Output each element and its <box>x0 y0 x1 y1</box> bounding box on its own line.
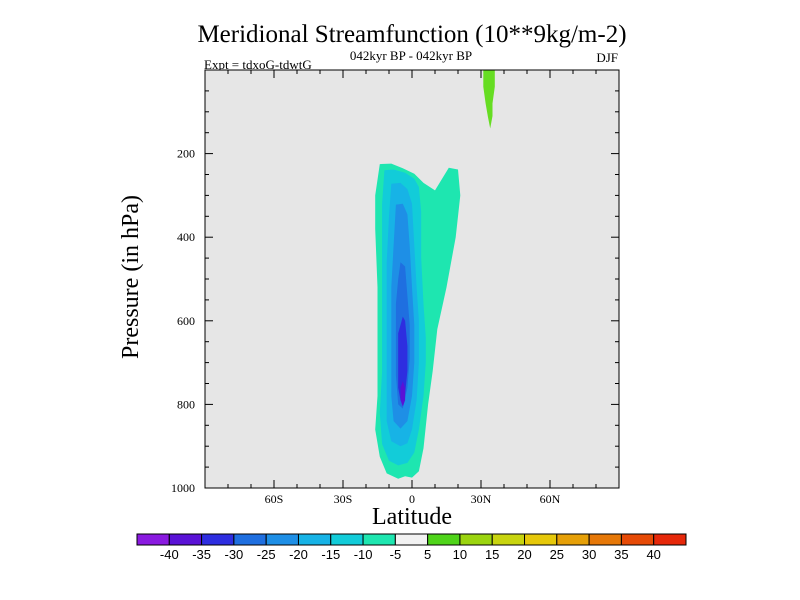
colorbar-label: 25 <box>550 547 564 562</box>
colorbar-label: -10 <box>354 547 373 562</box>
colorbar-label: -20 <box>289 547 308 562</box>
x-tick-label: 60N <box>540 492 561 506</box>
y-tick-label: 800 <box>177 397 195 411</box>
colorbar-label: 10 <box>453 547 467 562</box>
colorbar-label: 20 <box>517 547 531 562</box>
colorbar-label: 5 <box>424 547 431 562</box>
contour-region-5 <box>483 70 495 129</box>
axis-tick-labels: 60S 30S 0 30N 60N 200 400 600 800 1000 <box>171 147 561 506</box>
colorbar-swatch <box>168 533 203 546</box>
colorbar-swatch <box>588 533 622 546</box>
colorbar-swatch <box>362 533 396 546</box>
colorbar-label: -30 <box>225 547 244 562</box>
colorbar-swatch <box>233 533 267 546</box>
colorbar-swatch <box>394 533 429 546</box>
x-tick-label: 60S <box>265 492 284 506</box>
colorbar-label: 30 <box>582 547 596 562</box>
chart-subtitle: 042kyr BP - 042kyr BP <box>350 48 472 63</box>
chart-title: Meridional Streamfunction (10**9kg/m-2) <box>197 21 626 48</box>
y-axis-label: Pressure (in hPa) <box>118 195 144 359</box>
colorbar-label: -5 <box>390 547 402 562</box>
colorbar-swatch <box>491 533 526 546</box>
season-label: DJF <box>596 50 618 65</box>
colorbar-swatch <box>620 533 655 546</box>
contour-region-neg40 <box>400 381 406 407</box>
experiment-label: Expt = tdxoG-tdwtG <box>204 57 312 72</box>
colorbar-swatch <box>459 533 493 546</box>
y-tick-label: 1000 <box>171 481 195 495</box>
colorbar-label: 15 <box>485 547 499 562</box>
colorbar-swatch <box>427 533 461 546</box>
x-axis-label: Latitude <box>372 504 452 530</box>
colorbar-label: -15 <box>321 547 340 562</box>
colorbar-label: 35 <box>614 547 628 562</box>
colorbar: -40 -35 -30 -25 -20 -15 -10 -5 5 10 15 20 25 30 35 40 <box>136 533 687 562</box>
colorbar-swatch <box>297 533 332 546</box>
y-tick-label: 200 <box>177 147 195 161</box>
colorbar-label: -25 <box>257 547 276 562</box>
x-tick-label: 30S <box>334 492 353 506</box>
colorbar-swatch <box>330 533 364 546</box>
colorbar-swatch <box>201 533 235 546</box>
colorbar-swatch <box>524 533 558 546</box>
colorbar-swatch <box>556 533 590 546</box>
y-tick-label: 400 <box>177 230 195 244</box>
x-tick-label: 30N <box>471 492 492 506</box>
contour-regions <box>375 70 495 479</box>
colorbar-label: -35 <box>192 547 211 562</box>
colorbar-label: 40 <box>646 547 660 562</box>
y-tick-label: 600 <box>177 314 195 328</box>
axis-ticks <box>205 70 619 489</box>
colorbar-swatch <box>265 533 299 546</box>
colorbar-swatch <box>653 533 687 546</box>
contour-region-neg35 <box>398 316 408 401</box>
colorbar-label: -40 <box>160 547 179 562</box>
colorbar-swatch <box>136 533 170 546</box>
x-tick-label: 0 <box>409 492 415 506</box>
